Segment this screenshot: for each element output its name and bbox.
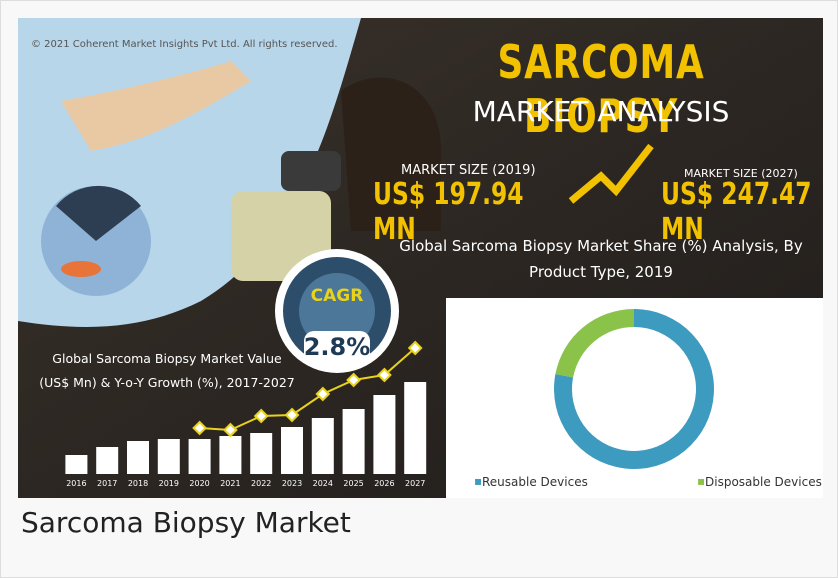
x-tick-label: 2023 <box>282 479 302 488</box>
copyright: © 2021 Coherent Market Insights Pvt Ltd.… <box>31 39 338 50</box>
bar <box>373 395 395 474</box>
x-tick-label: 2020 <box>189 479 209 488</box>
x-tick-label: 2016 <box>66 479 86 488</box>
bar-title: Global Sarcoma Biopsy Market Value (US$ … <box>37 347 297 395</box>
bar <box>189 439 211 474</box>
x-tick-label: 2018 <box>128 479 148 488</box>
x-tick-label: 2019 <box>159 479 179 488</box>
bar <box>219 436 241 474</box>
x-tick-label: 2022 <box>251 479 271 488</box>
bar <box>65 455 87 474</box>
microscope-eyepiece <box>281 151 341 191</box>
x-tick-label: 2024 <box>313 479 333 488</box>
bar <box>127 441 149 474</box>
caption: Sarcoma Biopsy Market <box>21 506 351 539</box>
legend-marker: ▪ <box>697 474 705 488</box>
bar <box>343 409 365 474</box>
page: CAGR 2.8% ▪ ▪ Reusable Devices Disposabl… <box>0 0 838 578</box>
x-tick-label: 2021 <box>220 479 240 488</box>
bar <box>312 418 334 474</box>
donut-title: Global Sarcoma Biopsy Market Share (%) A… <box>381 233 821 285</box>
bar <box>158 439 180 474</box>
bar <box>404 382 426 474</box>
x-tick-label: 2017 <box>97 479 117 488</box>
legend-label: Disposable Devices <box>705 475 822 489</box>
subtitle: MARKET ANALYSIS <box>441 95 761 128</box>
tissue <box>61 261 101 277</box>
cagr-label: CAGR <box>311 286 364 306</box>
legend-label: Reusable Devices <box>482 475 588 489</box>
size-label: MARKET SIZE (2019) <box>401 163 536 178</box>
x-tick-label: 2027 <box>405 479 425 488</box>
cagr-value: 2.8% <box>304 333 371 361</box>
x-tick-label: 2025 <box>343 479 363 488</box>
bar <box>96 447 118 474</box>
x-tick-label: 2026 <box>374 479 394 488</box>
legend-marker: ▪ <box>474 474 482 488</box>
bar <box>250 433 272 474</box>
bar <box>281 427 303 474</box>
